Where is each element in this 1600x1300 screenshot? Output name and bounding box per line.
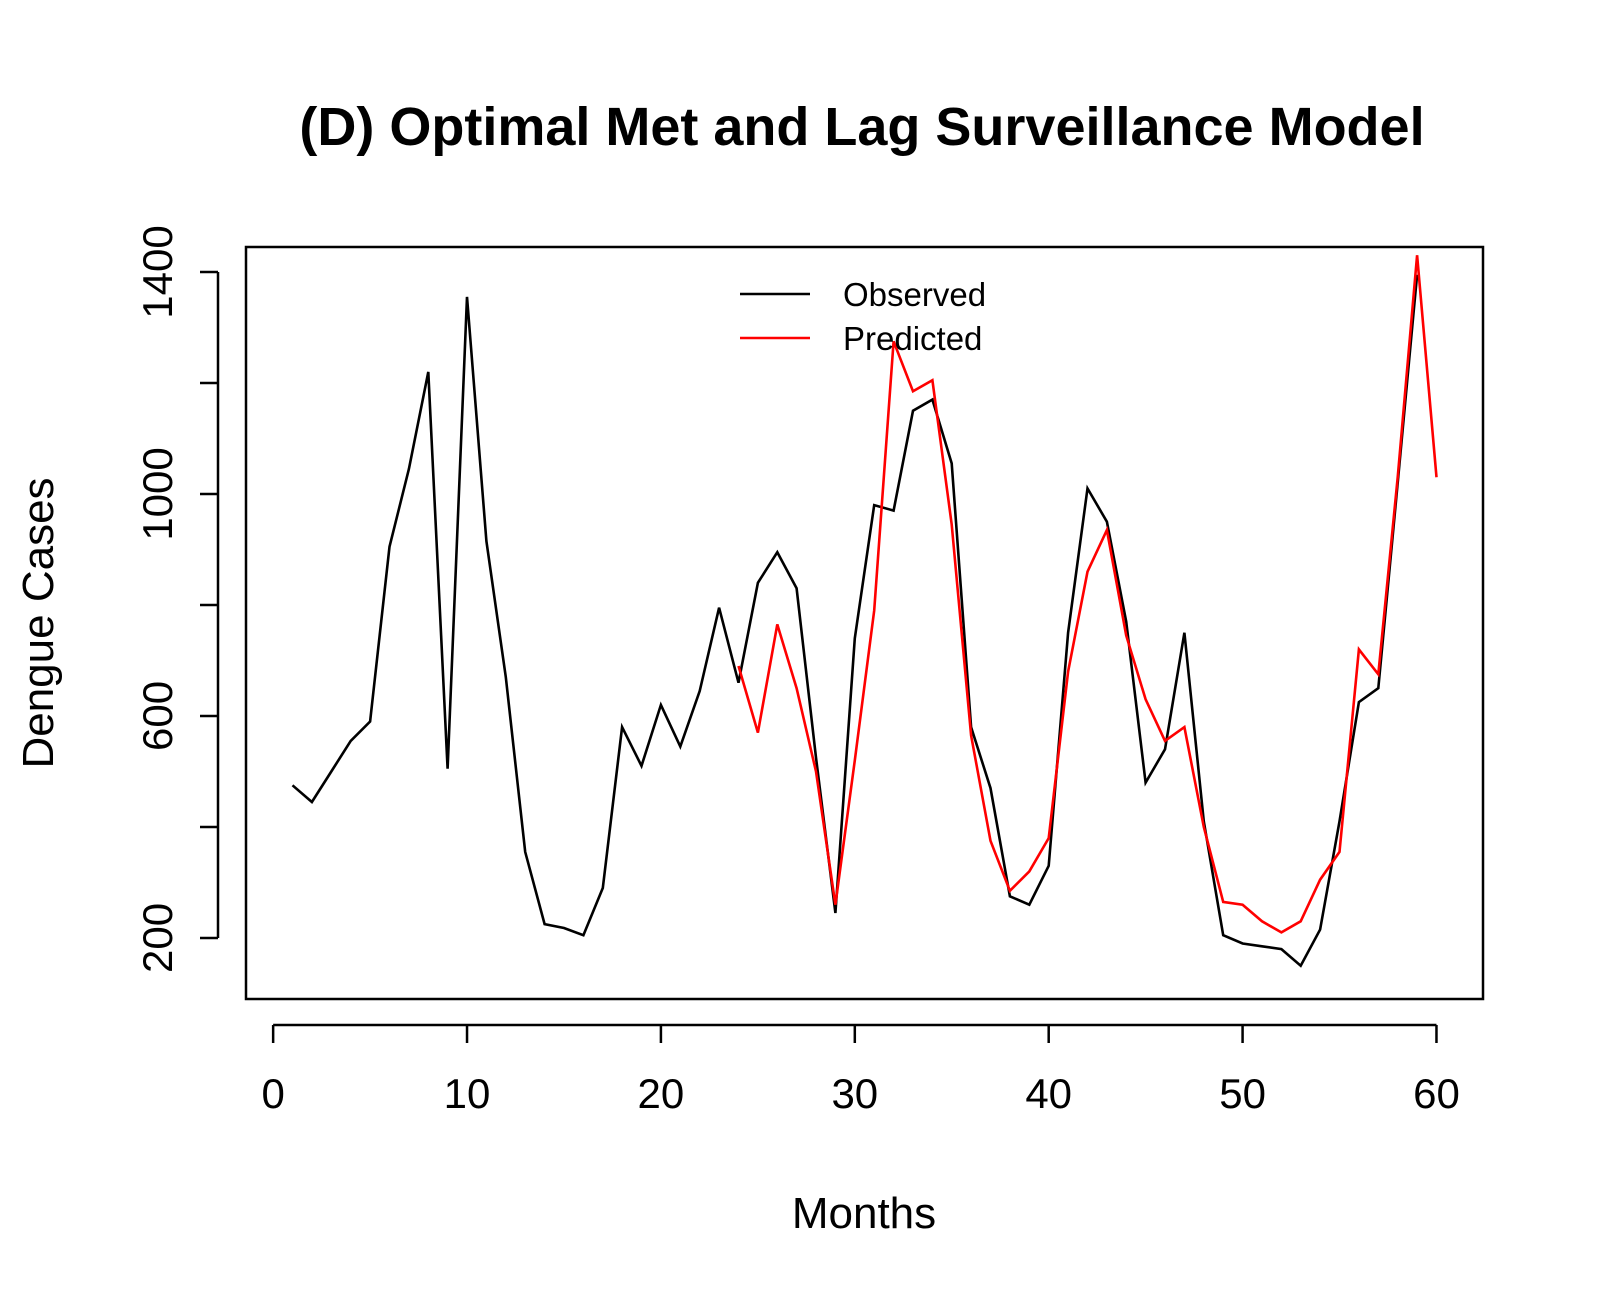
legend: Observed Predicted	[740, 276, 986, 357]
y-tick-label: 600	[134, 681, 181, 751]
x-tick-label: 50	[1219, 1070, 1266, 1117]
x-tick-label: 60	[1413, 1070, 1460, 1117]
x-axis-label: Months	[792, 1189, 936, 1238]
y-axis: 200 600 1000 1400	[134, 225, 220, 973]
legend-label-predicted: Predicted	[843, 320, 982, 357]
series-line-predicted	[737, 255, 1438, 934]
x-tick-label: 30	[831, 1070, 878, 1117]
y-tick-label: 200	[134, 903, 181, 973]
legend-label-observed: Observed	[843, 276, 986, 313]
y-axis-label: Dengue Cases	[14, 477, 63, 768]
x-tick-label: 40	[1025, 1070, 1072, 1117]
y-tick-label: 1400	[134, 225, 181, 318]
x-tick-label: 10	[444, 1070, 491, 1117]
x-tick-label: 20	[638, 1070, 685, 1117]
x-axis: 0 10 20 30 40 50 60	[261, 1023, 1460, 1117]
y-tick-label: 1000	[134, 447, 181, 540]
series-layer	[291, 255, 1438, 968]
x-tick-label: 0	[261, 1070, 284, 1117]
chart-title: (D) Optimal Met and Lag Surveillance Mod…	[299, 97, 1424, 157]
series-line-observed	[291, 274, 1419, 968]
plot-area	[244, 245, 1485, 1001]
